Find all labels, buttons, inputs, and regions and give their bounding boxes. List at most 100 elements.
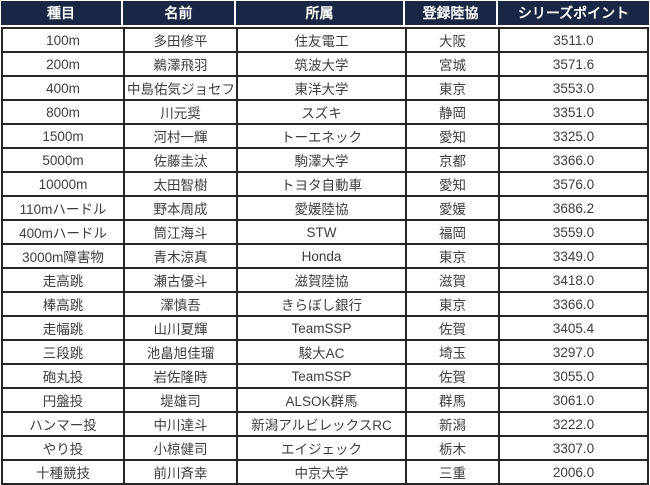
cell-name: 筒江海斗 <box>123 219 236 243</box>
cell-team: 滋賀陸協 <box>236 267 405 291</box>
header-row: 種目 名前 所属 登録陸協 シリーズポイント <box>1 1 649 27</box>
cell-federation: 愛知 <box>405 123 498 147</box>
table-row: 5000m 佐藤圭汰 駒澤大学 京都 3366.0 <box>1 147 649 171</box>
col-header-event: 種目 <box>1 1 123 27</box>
cell-name: 中川達斗 <box>123 411 236 435</box>
cell-points: 3366.0 <box>498 147 649 171</box>
col-header-points: シリーズポイント <box>498 1 649 27</box>
cell-event: 走高跳 <box>1 267 123 291</box>
cell-federation: 埼玉 <box>405 339 498 363</box>
cell-federation: 三重 <box>405 459 498 485</box>
cell-team: 東洋大学 <box>236 75 405 99</box>
cell-name: 佐藤圭汰 <box>123 147 236 171</box>
cell-federation: 東京 <box>405 243 498 267</box>
cell-team: ALSOK群馬 <box>236 387 405 411</box>
table-row: 110mハードル 野本周成 愛媛陸協 愛媛 3686.2 <box>1 195 649 219</box>
cell-name: 中島佑気ジョセフ <box>123 75 236 99</box>
cell-team: Honda <box>236 243 405 267</box>
cell-points: 3576.0 <box>498 171 649 195</box>
cell-team: きらぼし銀行 <box>236 291 405 315</box>
cell-event: 200m <box>1 51 123 75</box>
cell-event: 400mハードル <box>1 219 123 243</box>
cell-points: 3511.0 <box>498 27 649 51</box>
cell-team: トヨタ自動車 <box>236 171 405 195</box>
cell-points: 3559.0 <box>498 219 649 243</box>
table-row: 走高跳 瀬古優斗 滋賀陸協 滋賀 3418.0 <box>1 267 649 291</box>
cell-federation: 宮城 <box>405 51 498 75</box>
cell-event: やり投 <box>1 435 123 459</box>
cell-event: 棒高跳 <box>1 291 123 315</box>
cell-federation: 京都 <box>405 147 498 171</box>
cell-points: 3222.0 <box>498 411 649 435</box>
cell-points: 3307.0 <box>498 435 649 459</box>
cell-event: 110mハードル <box>1 195 123 219</box>
table-row: 800m 川元奨 スズキ 静岡 3351.0 <box>1 99 649 123</box>
cell-name: 太田智樹 <box>123 171 236 195</box>
cell-name: 山川夏輝 <box>123 315 236 339</box>
cell-points: 3297.0 <box>498 339 649 363</box>
table-row: 10000m 太田智樹 トヨタ自動車 愛知 3576.0 <box>1 171 649 195</box>
col-header-team: 所属 <box>236 1 405 27</box>
cell-federation: 愛知 <box>405 171 498 195</box>
cell-team: STW <box>236 219 405 243</box>
cell-points: 3571.6 <box>498 51 649 75</box>
cell-name: 池畠旭佳瑠 <box>123 339 236 363</box>
table-row: 3000m障害物 青木涼真 Honda 東京 3349.0 <box>1 243 649 267</box>
cell-federation: 東京 <box>405 291 498 315</box>
table-row: 円盤投 堤雄司 ALSOK群馬 群馬 3061.0 <box>1 387 649 411</box>
cell-event: 十種競技 <box>1 459 123 485</box>
cell-points: 3418.0 <box>498 267 649 291</box>
cell-team: 新潟アルビレックスRC <box>236 411 405 435</box>
cell-points: 3055.0 <box>498 363 649 387</box>
cell-team: 筑波大学 <box>236 51 405 75</box>
table-row: 200m 鵜澤飛羽 筑波大学 宮城 3571.6 <box>1 51 649 75</box>
cell-points: 3325.0 <box>498 123 649 147</box>
col-header-federation: 登録陸協 <box>405 1 498 27</box>
cell-name: 青木涼真 <box>123 243 236 267</box>
cell-federation: 群馬 <box>405 387 498 411</box>
table-row: 棒高跳 澤慎吾 きらぼし銀行 東京 3366.0 <box>1 291 649 315</box>
cell-team: 愛媛陸協 <box>236 195 405 219</box>
cell-event: 100m <box>1 27 123 51</box>
cell-event: 1500m <box>1 123 123 147</box>
cell-points: 3366.0 <box>498 291 649 315</box>
table-row: 十種競技 前川斉幸 中京大学 三重 2006.0 <box>1 459 649 485</box>
cell-event: 5000m <box>1 147 123 171</box>
cell-name: 瀬古優斗 <box>123 267 236 291</box>
cell-event: 三段跳 <box>1 339 123 363</box>
cell-name: 前川斉幸 <box>123 459 236 485</box>
table-row: ハンマー投 中川達斗 新潟アルビレックスRC 新潟 3222.0 <box>1 411 649 435</box>
table-row: 400mハードル 筒江海斗 STW 福岡 3559.0 <box>1 219 649 243</box>
cell-team: 駒澤大学 <box>236 147 405 171</box>
cell-name: 鵜澤飛羽 <box>123 51 236 75</box>
cell-federation: 静岡 <box>405 99 498 123</box>
table-row: 100m 多田修平 住友電工 大阪 3511.0 <box>1 27 649 51</box>
cell-team: トーエネック <box>236 123 405 147</box>
cell-event: 砲丸投 <box>1 363 123 387</box>
cell-federation: 佐賀 <box>405 363 498 387</box>
cell-name: 野本周成 <box>123 195 236 219</box>
col-header-name: 名前 <box>123 1 236 27</box>
cell-team: 住友電工 <box>236 27 405 51</box>
cell-name: 多田修平 <box>123 27 236 51</box>
cell-points: 3553.0 <box>498 75 649 99</box>
cell-federation: 大阪 <box>405 27 498 51</box>
cell-points: 3061.0 <box>498 387 649 411</box>
cell-team: TeamSSP <box>236 315 405 339</box>
table-row: 三段跳 池畠旭佳瑠 駿大AC 埼玉 3297.0 <box>1 339 649 363</box>
cell-federation: 福岡 <box>405 219 498 243</box>
cell-name: 堤雄司 <box>123 387 236 411</box>
cell-team: TeamSSP <box>236 363 405 387</box>
cell-event: 3000m障害物 <box>1 243 123 267</box>
table-row: やり投 小椋健司 エイジェック 栃木 3307.0 <box>1 435 649 459</box>
cell-points: 3686.2 <box>498 195 649 219</box>
cell-event: 10000m <box>1 171 123 195</box>
cell-team: エイジェック <box>236 435 405 459</box>
cell-points: 3405.4 <box>498 315 649 339</box>
cell-name: 川元奨 <box>123 99 236 123</box>
cell-federation: 栃木 <box>405 435 498 459</box>
cell-name: 澤慎吾 <box>123 291 236 315</box>
cell-event: 400m <box>1 75 123 99</box>
cell-event: 円盤投 <box>1 387 123 411</box>
